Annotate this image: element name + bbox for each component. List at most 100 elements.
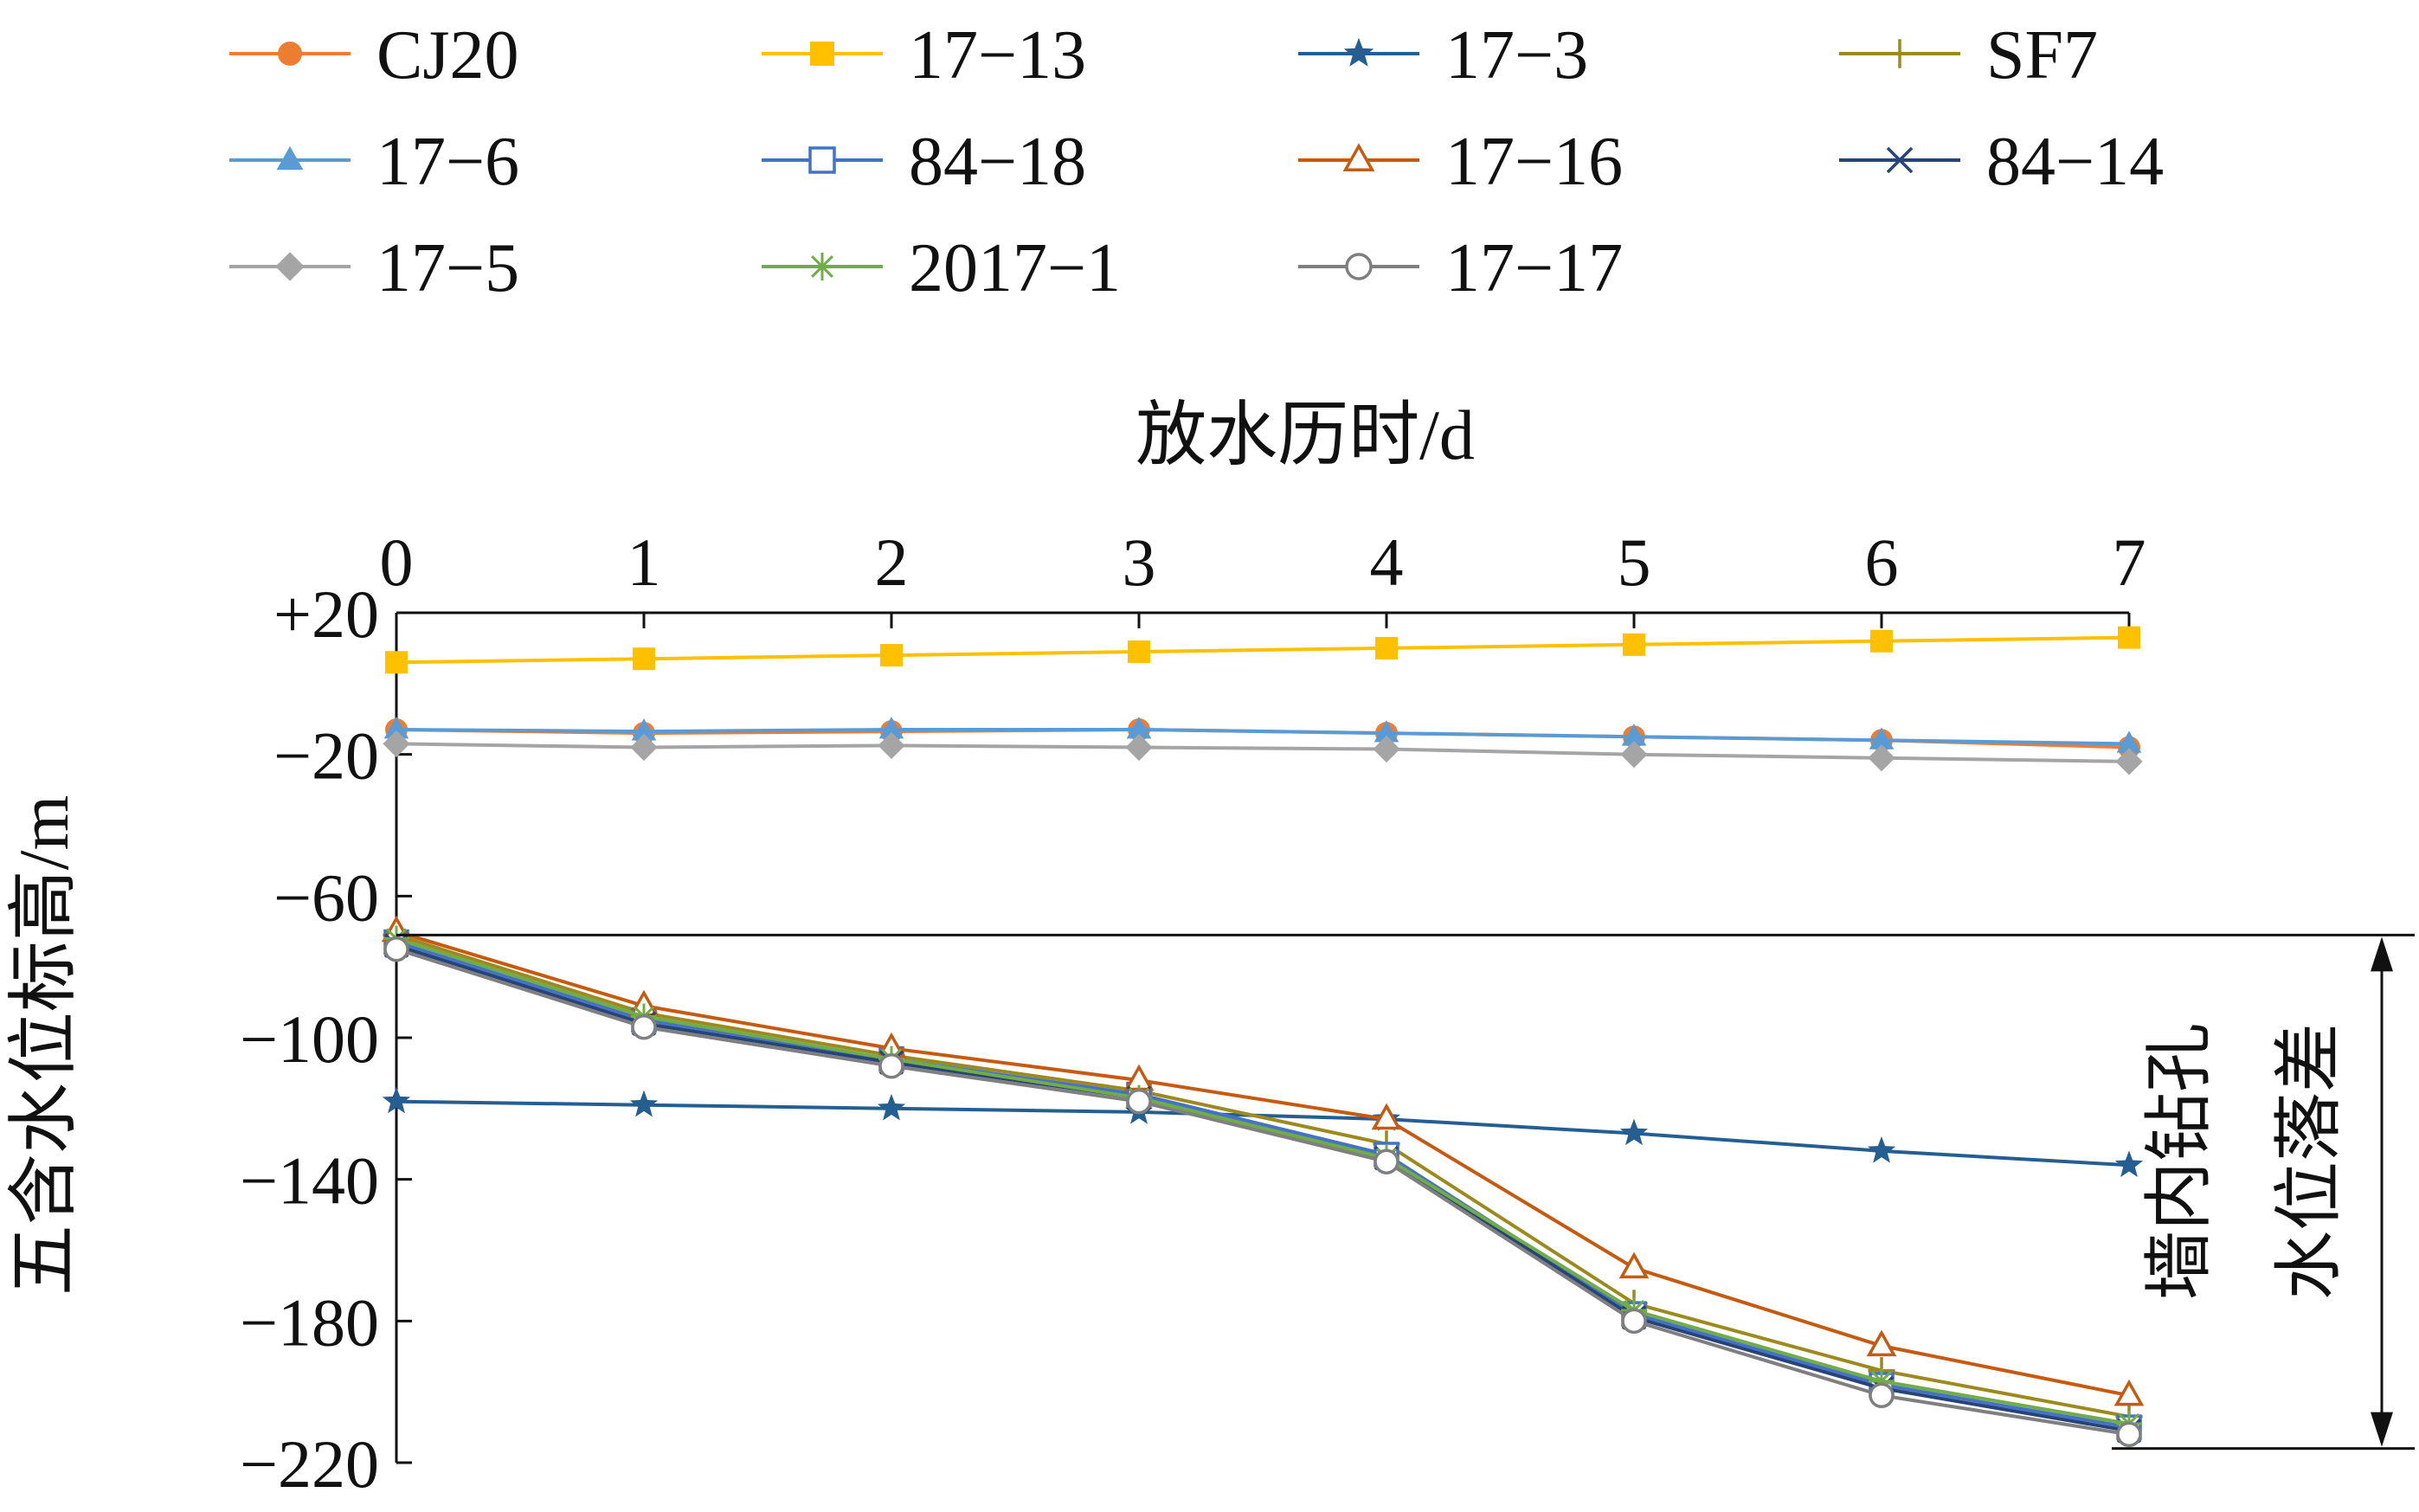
data-point	[1374, 1148, 1399, 1174]
data-point	[276, 145, 304, 171]
data-point	[1343, 37, 1374, 67]
legend-item: 17−17	[1298, 230, 1623, 306]
data-point	[807, 252, 837, 281]
data-point	[2114, 1150, 2144, 1177]
series-line	[396, 936, 2130, 1425]
series-line	[396, 742, 2130, 763]
legend-item: 17−6	[229, 124, 519, 200]
legend-item: 2017−1	[762, 230, 1121, 306]
annotation-text-2: 水位落差	[2272, 1023, 2348, 1300]
legend-item: 17−3	[1298, 17, 1588, 93]
series-group	[383, 936, 2142, 1448]
legend-item: CJ20	[229, 17, 519, 93]
series-line	[396, 930, 2130, 1398]
data-point	[1618, 1251, 1650, 1279]
data-point	[877, 1093, 906, 1121]
y-tick-label: −20	[273, 718, 379, 794]
series-line	[396, 940, 2130, 1430]
annotation-arrowhead-down	[2371, 1412, 2393, 1447]
data-point	[1619, 1118, 1649, 1146]
data-point	[1126, 1088, 1152, 1115]
data-point	[383, 717, 409, 739]
data-point	[1621, 1308, 1647, 1335]
x-tick-label: 7	[2113, 524, 2146, 600]
data-point	[2116, 1421, 2142, 1448]
data-point	[629, 1090, 659, 1117]
data-point	[878, 1052, 904, 1079]
data-point	[1867, 1136, 1896, 1163]
data-point	[383, 730, 410, 757]
series-line	[396, 947, 2130, 1437]
data-point	[1623, 633, 1645, 656]
y-tick-label: +20	[273, 576, 379, 652]
y-ticks: +20 −20 −60 −100 −140 −180 −220	[240, 576, 412, 1502]
data-point	[1371, 1103, 1402, 1130]
y-tick-label: −100	[240, 1001, 379, 1077]
series-group	[383, 717, 2142, 753]
legend-label: SF7	[1986, 17, 2098, 93]
y-axis-title: 五含水位标高/m	[4, 795, 83, 1296]
y-tick-label: −60	[273, 859, 379, 935]
data-point	[1373, 735, 1400, 763]
data-point	[630, 733, 658, 762]
y-tick-label: −180	[240, 1284, 379, 1360]
series-group	[383, 730, 2143, 775]
legend-label: CJ20	[376, 17, 519, 93]
series-line	[396, 728, 2130, 746]
data-point	[1868, 744, 1895, 772]
y-tick-label: −220	[240, 1426, 379, 1502]
data-point	[880, 644, 903, 667]
legend: CJ20 17−13 17−3 SF7 17−6 84−18 17−16 84−14 17−5 2…	[229, 17, 2164, 306]
data-point	[1869, 1367, 1895, 1394]
x-tick-label: 5	[1618, 524, 1651, 600]
legend-item: 17−13	[762, 17, 1086, 93]
series-group	[381, 915, 2145, 1406]
legend-label: 17−5	[376, 230, 519, 306]
data-point	[631, 718, 657, 741]
series	[381, 626, 2145, 1448]
legend-item: 84−14	[1839, 124, 2164, 200]
data-point	[878, 731, 905, 760]
data-point	[808, 146, 836, 174]
data-point	[1375, 636, 1398, 659]
data-point	[1866, 1329, 1897, 1357]
series-line	[396, 635, 2130, 665]
data-point	[1128, 640, 1150, 664]
data-point	[2113, 1379, 2145, 1406]
series-group	[385, 626, 2140, 674]
x-tick-label: 4	[1370, 524, 1404, 600]
data-point	[1345, 253, 1373, 280]
legend-label: 17−16	[1445, 124, 1623, 200]
annotation-arrowhead-up	[2371, 936, 2393, 972]
x-ticks: 0 1 2 3 4 5 6 7	[380, 524, 2146, 628]
legend-item: 84−18	[762, 124, 1086, 200]
series-line	[396, 1099, 2130, 1168]
x-tick-label: 2	[875, 524, 909, 600]
data-point	[1870, 629, 1893, 653]
x-tick-label: 6	[1865, 524, 1899, 600]
legend-label: 17−6	[376, 124, 519, 200]
data-point	[278, 42, 302, 66]
legend-item: 17−16	[1298, 124, 1623, 200]
annotation: 墙内钻孔 水位落差	[396, 933, 2415, 1451]
x-tick-label: 1	[627, 524, 661, 600]
legend-label: 84−14	[1986, 124, 2164, 200]
legend-label: 17−13	[909, 17, 1086, 93]
y-tick-label: −140	[240, 1143, 379, 1219]
data-point	[1342, 143, 1375, 171]
annotation-text-1: 墙内钻孔	[2142, 1023, 2218, 1300]
data-point	[1620, 741, 1648, 769]
series-line	[396, 933, 2130, 1419]
data-point	[1869, 727, 1895, 750]
data-point	[1869, 1382, 1895, 1409]
legend-label: 84−18	[909, 124, 1086, 200]
data-point	[1126, 717, 1152, 739]
legend-label: 17−17	[1445, 230, 1623, 306]
series-group	[382, 1086, 2144, 1177]
data-point	[382, 1086, 411, 1114]
legend-item: 17−5	[229, 230, 519, 306]
x-tick-label: 3	[1123, 524, 1156, 600]
data-point	[1886, 146, 1914, 174]
data-point	[2115, 748, 2143, 775]
